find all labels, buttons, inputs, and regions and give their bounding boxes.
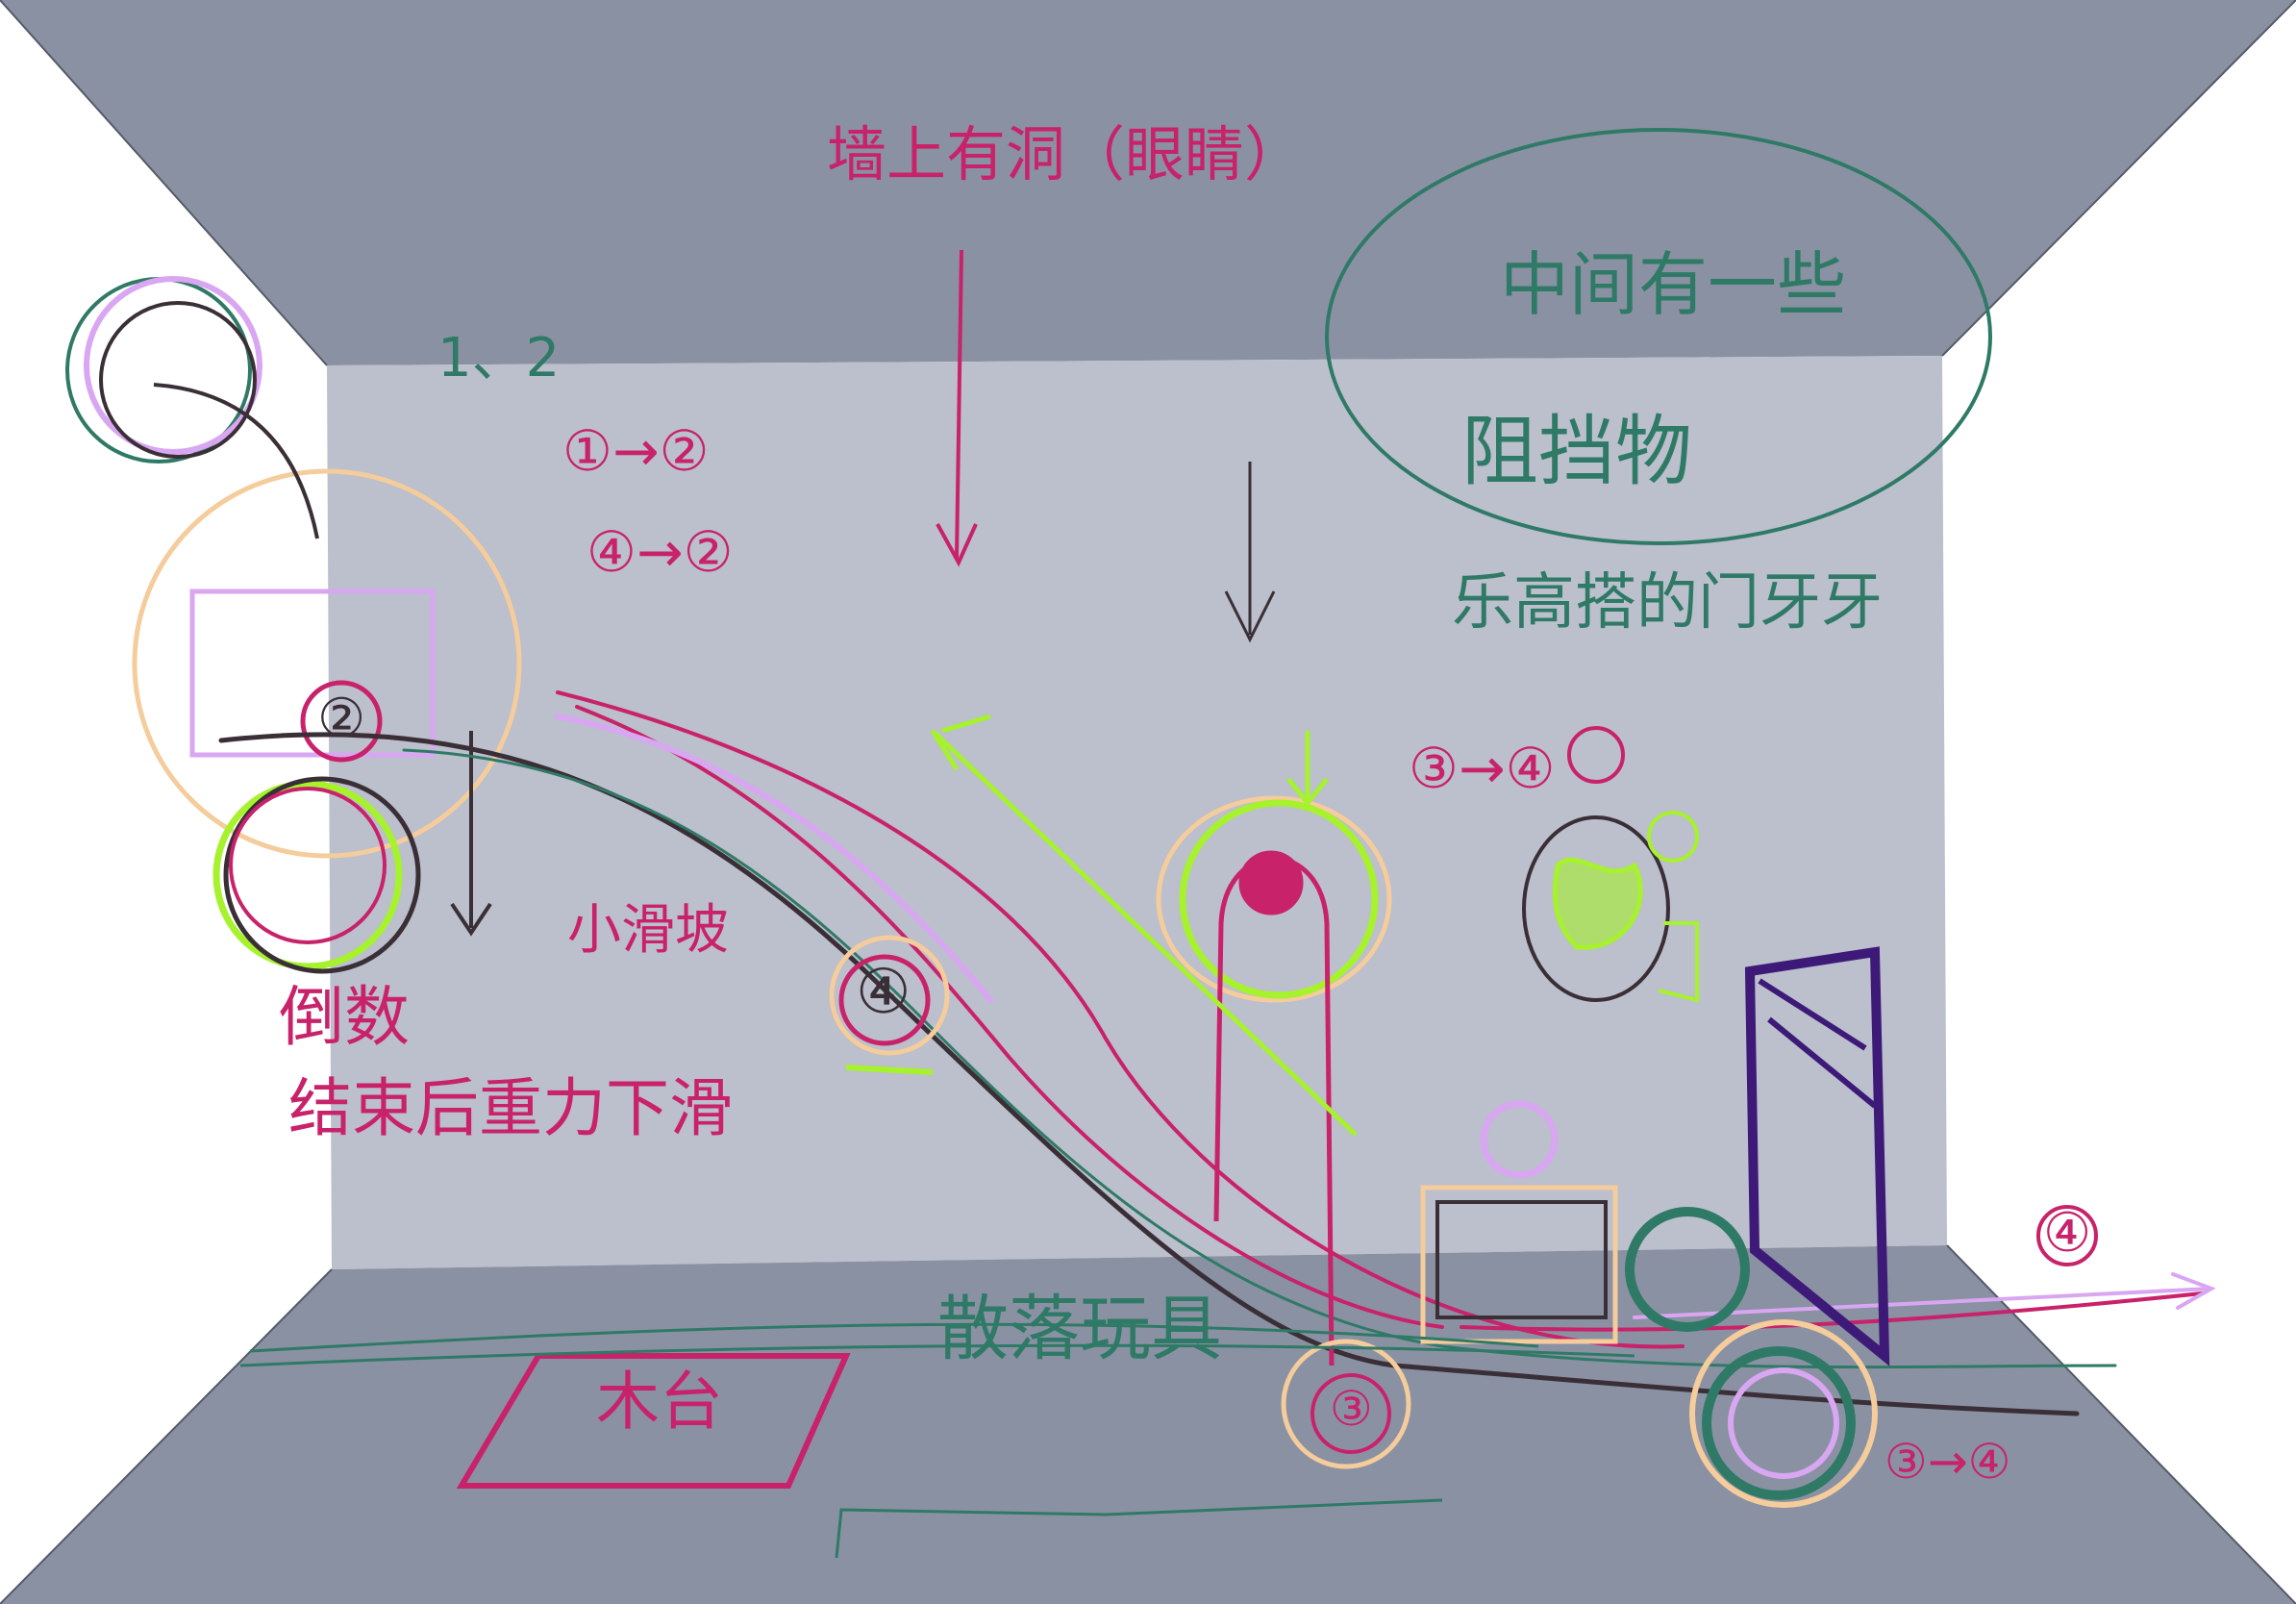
countdown-line1: 倒数 xyxy=(279,980,411,1056)
middle-obstacles-line1: 中间有一些 xyxy=(1500,244,1847,325)
number-4-right: ④ xyxy=(2043,1202,2092,1265)
obstacle-arrow xyxy=(1224,462,1276,643)
scattered-toys-label: 散落玩具 xyxy=(937,1288,1222,1370)
ceiling xyxy=(0,0,2296,365)
eye-obstacle xyxy=(1156,731,1392,1366)
floor-arrow xyxy=(835,1498,1443,1559)
one-two-label: 1、2 xyxy=(437,327,561,389)
obstacle-note-bubble xyxy=(1325,128,1992,545)
sequence-b: ④→② xyxy=(586,519,734,585)
ball-launcher-circles xyxy=(65,276,522,974)
back-wall xyxy=(327,356,1947,1269)
bounce-arrow xyxy=(930,714,1358,1137)
drop-arrow xyxy=(450,731,492,937)
sequence-d: ③→④ xyxy=(1884,1434,2011,1490)
hole-arrow xyxy=(936,249,978,567)
floor-mat-label: 木台 xyxy=(596,1365,723,1439)
middle-obstacles-line2: 阻挡物 xyxy=(1461,407,1692,496)
sequence-c: ③→④ xyxy=(1409,736,1556,801)
number-2-top: ② xyxy=(317,688,366,750)
wall-hole-label: 墙上有洞（眼睛） xyxy=(827,119,1305,189)
lego-label: 乐高搭的门牙牙 xyxy=(1452,567,1883,639)
sequence-a: ①→② xyxy=(562,418,710,484)
launch-arrow xyxy=(153,383,319,539)
number-3-floor: ③ xyxy=(1330,1381,1373,1437)
small-slide-label: 小滑坡 xyxy=(567,899,729,962)
floor-lines xyxy=(239,1322,1635,1367)
number-circles xyxy=(1567,726,2098,1266)
floor-mat xyxy=(456,1353,851,1489)
right-obstacles xyxy=(1281,811,1890,1508)
number-4-mid: ④ xyxy=(856,957,911,1028)
countdown-line2: 结束后重力下滑 xyxy=(288,1071,733,1145)
slide-ball xyxy=(829,935,950,1075)
